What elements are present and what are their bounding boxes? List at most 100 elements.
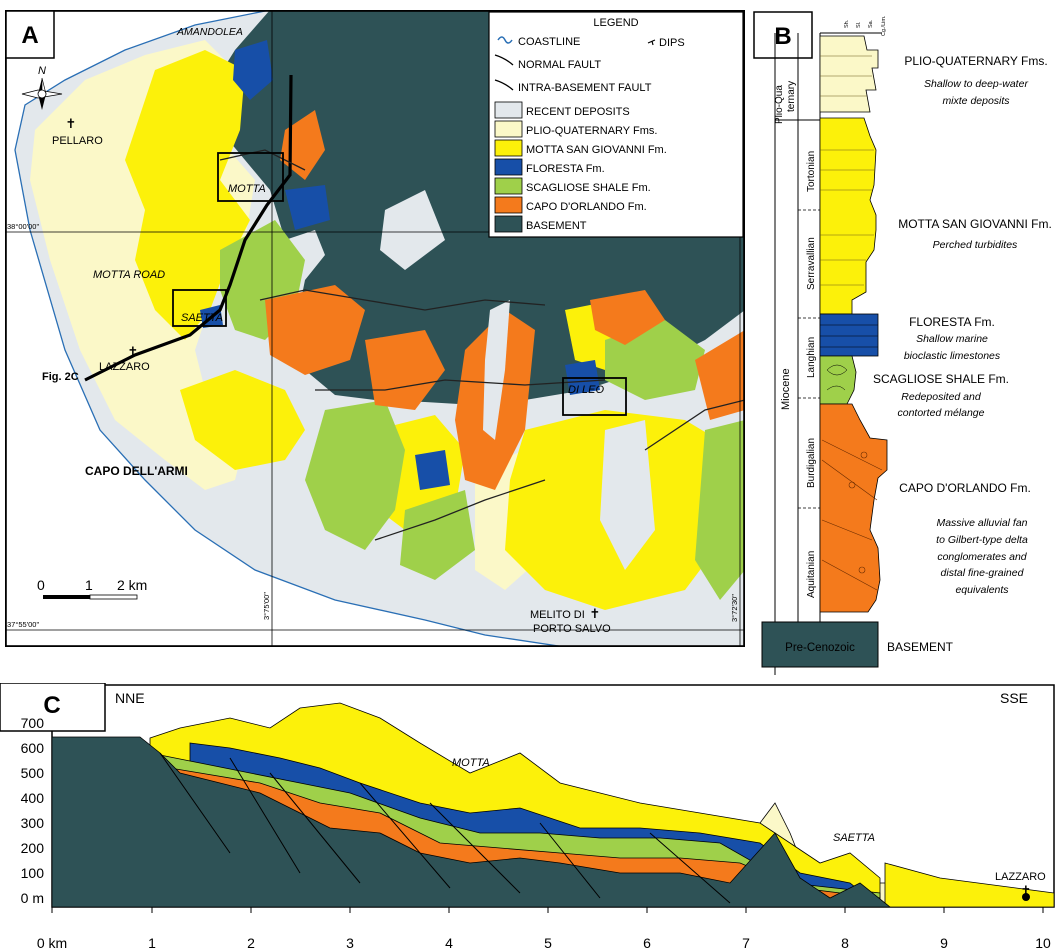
- coastline-icon: [497, 36, 513, 44]
- label-capo-dell-armi: CAPO DELL'ARMI: [85, 464, 188, 478]
- section-fault: [429, 802, 521, 894]
- epoch-plio-quaternary: Plio-Qua: [774, 85, 785, 124]
- svg-text:BASEMENT: BASEMENT: [526, 220, 587, 232]
- stage-tortonian: Tortonian: [806, 151, 817, 192]
- section-plio-unit: [884, 862, 1054, 907]
- capo-dorlando-outcrop: [590, 290, 665, 345]
- unit-plio-name: PLIO-QUATERNARY Fms.: [904, 54, 1047, 68]
- pre-cenozoic-label: Pre-Cenozoic: [785, 642, 855, 654]
- floresta-outcrop: [233, 40, 273, 100]
- capo-dorlando-outcrop: [695, 330, 745, 420]
- label-amandolea: AMANDOLEA: [176, 26, 243, 38]
- coord-lat-bottom: 37°55'00": [7, 620, 39, 629]
- valley-fill: [380, 190, 445, 270]
- y-tick: 300: [21, 815, 45, 831]
- x-tick: 6: [643, 935, 651, 951]
- x-tick: 4: [445, 935, 453, 951]
- unit-floresta-name: FLORESTA Fm.: [909, 315, 995, 329]
- section-label-lazzaro: LAZZARO: [995, 871, 1046, 883]
- svg-text:2 km: 2 km: [117, 577, 147, 593]
- svg-text:FLORESTA Fm.: FLORESTA Fm.: [526, 163, 605, 175]
- svg-text:Sa.: Sa.: [868, 19, 874, 28]
- town-marker-icon: ✝: [1021, 883, 1032, 898]
- cross-section: C NNE SSE MOTTA SAETTA LAZZARO ✝ 700 600…: [0, 683, 1055, 951]
- stage-serravallian: Serravallian: [806, 237, 817, 290]
- unit-motta-name: MOTTA SAN GIOVANNI Fm.: [898, 217, 1052, 231]
- section-end-sse: SSE: [1000, 690, 1028, 706]
- capo-dorlando-outcrop: [265, 285, 365, 375]
- coord-lat-top: 38°00'00": [7, 222, 39, 231]
- label-porto-salvo: PORTO SALVO: [533, 623, 611, 635]
- normal-fault: [644, 399, 745, 451]
- svg-text:COASTLINE: COASTLINE: [518, 36, 580, 48]
- svg-text:0: 0: [37, 577, 45, 593]
- stratigraphic-column: B Sh. Sl. Sa. Cg./Lim. Plio-Qua ternary …: [753, 11, 1052, 675]
- label-lazzaro: LAZZARO: [99, 361, 150, 373]
- epoch-miocene: Miocene: [780, 368, 792, 410]
- floresta-outcrop: [285, 185, 330, 230]
- panel-letter-a: A: [21, 22, 38, 49]
- legend-swatch-basement: [494, 215, 523, 233]
- y-tick: 500: [21, 765, 45, 781]
- svg-text:PLIO-QUATERNARY Fms.: PLIO-QUATERNARY Fms.: [526, 125, 657, 137]
- x-tick: 8: [841, 935, 849, 951]
- epoch-plio-quaternary-2: ternary: [786, 81, 797, 112]
- x-tick: 0 km: [37, 935, 67, 951]
- section-fault: [539, 822, 601, 899]
- section-fault: [229, 757, 301, 874]
- unit-scagliose-name: SCAGLIOSE SHALE Fm.: [873, 372, 1009, 386]
- dip-symbol-icon: [647, 39, 656, 46]
- coord-lon-mid: 3°75'00": [262, 592, 271, 620]
- north-arrow-icon: N: [21, 65, 63, 110]
- section-fault: [359, 782, 451, 889]
- y-tick: 400: [21, 790, 45, 806]
- svg-text:SCAGLIOSE SHALE Fm.: SCAGLIOSE SHALE Fm.: [526, 182, 651, 194]
- unit-capo-desc: Massive alluvial fan: [936, 517, 1027, 529]
- stage-burdigalian: Burdigalian: [806, 438, 817, 488]
- legend-swatch-capo: [494, 196, 523, 214]
- x-tick: 5: [544, 935, 552, 951]
- label-pellaro: PELLARO: [52, 135, 103, 147]
- unit-capo-desc-2: to Gilbert-type delta: [936, 534, 1028, 546]
- scagliose-outcrop: [400, 490, 475, 580]
- unit-floresta-desc-2: bioclastic limestones: [904, 350, 1001, 362]
- y-tick: 100: [21, 865, 45, 881]
- x-tick: 7: [742, 935, 750, 951]
- section-label-motta: MOTTA: [452, 757, 490, 769]
- label-saetta: SAETTA: [181, 312, 223, 324]
- y-tick: 0 m: [21, 890, 44, 906]
- x-tick: 3: [346, 935, 354, 951]
- unit-floresta-desc: Shallow marine: [916, 333, 988, 345]
- label-melito: MELITO DI: [530, 609, 585, 621]
- coord-lon-right: 3°72'30": [730, 594, 739, 622]
- panel-letter-c: C: [43, 692, 60, 719]
- x-tick: 9: [940, 935, 948, 951]
- y-tick: 200: [21, 840, 45, 856]
- normal-fault: [315, 379, 606, 391]
- section-fault: [269, 772, 361, 884]
- normal-fault: [219, 149, 306, 171]
- x-tick: 10: [1035, 935, 1051, 951]
- svg-text:DIPS: DIPS: [659, 37, 685, 49]
- section-basement: [52, 736, 891, 907]
- normal-fault-icon: [494, 54, 514, 66]
- scagliose-outcrop: [305, 400, 405, 550]
- label-fig-2c: Fig. 2C: [42, 371, 79, 383]
- floresta-outcrop: [415, 450, 450, 490]
- unit-capo-desc-4: distal fine-grained: [941, 567, 1025, 579]
- svg-text:CAPO D'ORLANDO Fm.: CAPO D'ORLANDO Fm.: [526, 201, 647, 213]
- unit-basement-name: BASEMENT: [887, 640, 954, 654]
- svg-text:Cg./Lim.: Cg./Lim.: [881, 15, 887, 36]
- map-legend: LEGEND COASTLINE DIPS NORMAL FAULT INTRA…: [488, 11, 744, 238]
- normal-fault: [374, 479, 546, 541]
- section-label-saetta: SAETTA: [833, 832, 875, 844]
- unit-capo-desc-3: conglomerates and: [937, 551, 1027, 563]
- unit-capo-desc-5: equivalents: [955, 584, 1009, 596]
- intra-basement-fault-icon: [494, 79, 514, 91]
- stage-aquitanian: Aquitanian: [806, 551, 817, 598]
- stage-langhian: Langhian: [806, 337, 817, 378]
- legend-swatch-motta: [494, 139, 523, 157]
- section-fault: [159, 752, 231, 854]
- label-di-leo: DI LEO: [568, 384, 605, 396]
- legend-swatch-recent: [494, 101, 523, 119]
